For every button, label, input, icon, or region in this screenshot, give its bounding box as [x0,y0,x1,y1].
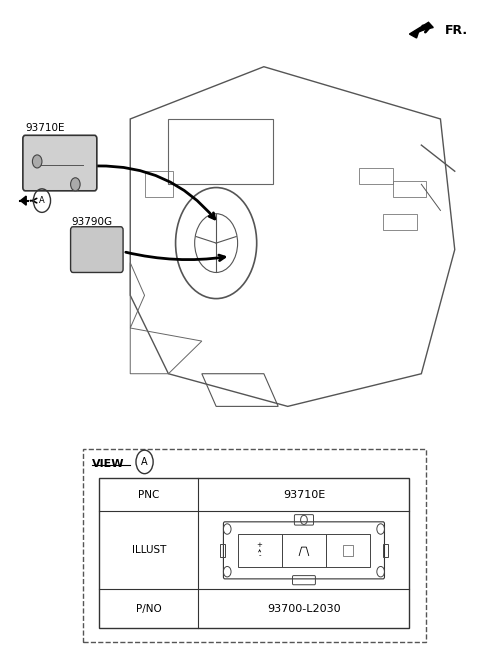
Bar [238,534,282,567]
FancyBboxPatch shape [71,227,123,272]
Bar [99,478,409,628]
Text: VIEW: VIEW [92,459,125,468]
Text: +: + [257,542,263,548]
Polygon shape [409,22,433,38]
Text: P/NO: P/NO [136,604,162,614]
Bar [326,534,371,567]
Bar [168,119,274,184]
Text: ILLUST: ILLUST [132,545,166,556]
Bar [83,449,426,642]
Text: 93710E: 93710E [25,123,65,133]
Bar [282,534,326,567]
Text: 93710E: 93710E [283,490,325,500]
Text: A: A [39,196,45,205]
FancyBboxPatch shape [23,135,97,191]
Bar [383,214,417,230]
Bar [344,545,353,556]
Text: A: A [141,457,148,467]
Text: PNC: PNC [138,490,159,500]
Text: 93700-L2030: 93700-L2030 [267,604,341,614]
Bar [360,168,393,184]
Text: FR.: FR. [445,24,468,37]
Polygon shape [21,196,26,205]
Bar [383,544,388,557]
Bar [220,544,225,557]
Text: 93790G: 93790G [72,216,113,227]
Bar [393,181,426,197]
Circle shape [71,178,80,191]
Text: -: - [258,552,261,558]
Bar [144,171,173,197]
Circle shape [33,155,42,168]
